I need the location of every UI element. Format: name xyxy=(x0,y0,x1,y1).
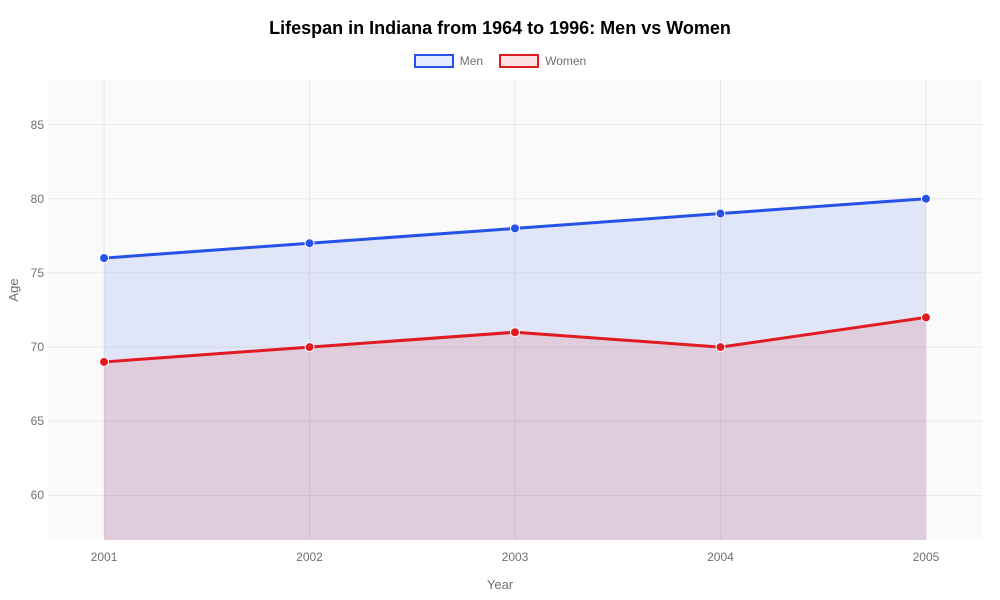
y-axis-title: Age xyxy=(6,278,21,301)
legend-label-women: Women xyxy=(545,54,586,68)
x-tick-label: 2001 xyxy=(91,550,118,564)
legend-label-men: Men xyxy=(460,54,483,68)
legend-swatch-men xyxy=(414,54,454,68)
plot-svg xyxy=(48,80,982,540)
y-tick-label: 60 xyxy=(8,488,44,502)
x-tick-label: 2005 xyxy=(913,550,940,564)
x-tick-label: 2002 xyxy=(296,550,323,564)
y-tick-label: 80 xyxy=(8,192,44,206)
y-tick-label: 85 xyxy=(8,118,44,132)
chart-title: Lifespan in Indiana from 1964 to 1996: M… xyxy=(0,18,1000,39)
y-tick-label: 70 xyxy=(8,340,44,354)
legend: Men Women xyxy=(0,54,1000,68)
chart-container: Lifespan in Indiana from 1964 to 1996: M… xyxy=(0,0,1000,600)
x-tick-label: 2003 xyxy=(502,550,529,564)
x-tick-label: 2004 xyxy=(707,550,734,564)
legend-item-men[interactable]: Men xyxy=(414,54,483,68)
y-tick-label: 65 xyxy=(8,414,44,428)
x-axis-title: Year xyxy=(0,577,1000,592)
legend-item-women[interactable]: Women xyxy=(499,54,586,68)
legend-swatch-women xyxy=(499,54,539,68)
